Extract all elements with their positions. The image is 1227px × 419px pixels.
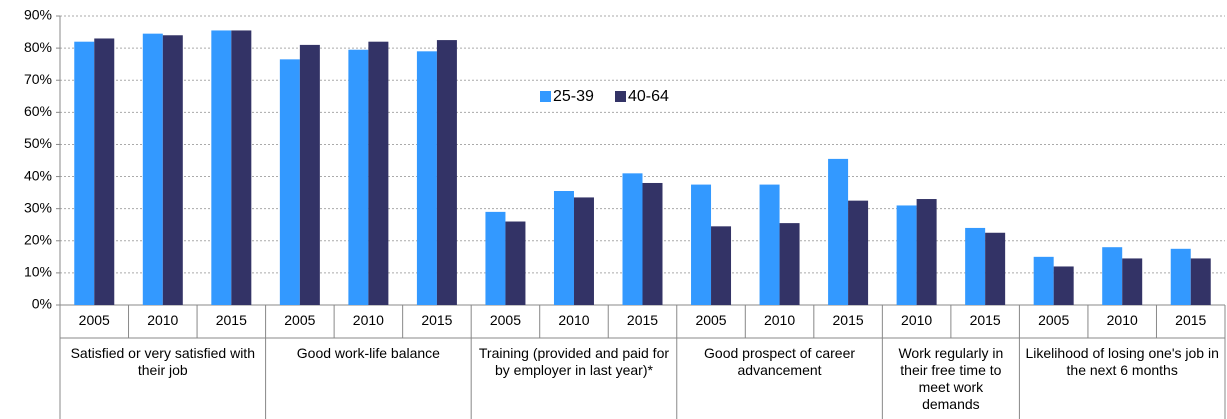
bar [711, 226, 732, 305]
bar [1033, 256, 1054, 305]
bar [74, 41, 95, 305]
y-tick-label: 70% [24, 71, 52, 87]
x-tick-label: 2015 [421, 312, 452, 328]
x-tick-label: 2015 [833, 312, 864, 328]
bar [505, 221, 526, 305]
x-tick-label: 2010 [558, 312, 589, 328]
bar [896, 205, 917, 305]
x-tick-label: 2010 [147, 312, 178, 328]
bar [1102, 247, 1123, 305]
bar [1190, 258, 1211, 305]
x-tick-label: 2015 [627, 312, 658, 328]
legend-swatch [540, 91, 551, 102]
bar [553, 191, 574, 305]
y-tick-label: 0% [32, 296, 52, 312]
group-label: Likelihood of losing one's job in the ne… [1025, 345, 1219, 378]
x-tick-label: 2005 [284, 312, 315, 328]
x-tick-label: 2010 [764, 312, 795, 328]
bar [162, 35, 183, 306]
group-label: Work regularly in their free time to mee… [898, 345, 1004, 412]
legend-label: 40-64 [628, 88, 669, 105]
bar [642, 182, 663, 305]
x-tick-label: 2015 [1175, 312, 1206, 328]
bar [1122, 258, 1143, 305]
bar [573, 197, 594, 305]
bar [759, 184, 780, 305]
bar [436, 40, 457, 305]
y-tick-label: 80% [24, 39, 52, 55]
bar [622, 173, 643, 305]
x-tick-label: 2005 [695, 312, 726, 328]
bar [916, 199, 937, 305]
y-tick-label: 20% [24, 231, 52, 247]
y-tick-label: 40% [24, 167, 52, 183]
bar [1053, 266, 1074, 305]
x-tick-label: 2010 [901, 312, 932, 328]
x-tick-label: 2005 [79, 312, 110, 328]
group-label: Good work-life balance [296, 345, 440, 361]
bar [368, 41, 389, 305]
bar [485, 211, 506, 305]
bar [828, 158, 849, 305]
bar [231, 30, 252, 305]
y-tick-label: 50% [24, 135, 52, 151]
bar [94, 38, 115, 305]
y-tick-label: 10% [24, 264, 52, 280]
group-label: Training (provided and paid for by emplo… [478, 345, 670, 378]
bar [985, 232, 1006, 305]
bar [691, 184, 712, 305]
bar [779, 223, 800, 305]
x-tick-label: 2005 [490, 312, 521, 328]
y-tick-label: 30% [24, 199, 52, 215]
bar [142, 33, 163, 306]
x-tick-label: 2015 [216, 312, 247, 328]
bar [211, 30, 232, 305]
bar [348, 49, 369, 305]
y-tick-label: 60% [24, 103, 52, 119]
bar [848, 200, 869, 305]
legend-label: 25-39 [553, 88, 594, 105]
bar [299, 44, 320, 306]
y-tick-label: 90% [24, 7, 52, 23]
bar [416, 51, 437, 306]
x-tick-label: 2005 [1038, 312, 1069, 328]
group-label: Satisfied or very satisfied with their j… [70, 345, 255, 378]
group-label: Good prospect of career advancement [704, 345, 856, 378]
x-tick-label: 2010 [1107, 312, 1138, 328]
legend-swatch [615, 91, 626, 102]
bar [1170, 248, 1191, 305]
x-tick-label: 2015 [970, 312, 1001, 328]
bar [279, 59, 300, 305]
x-tick-label: 2010 [353, 312, 384, 328]
bar [965, 227, 986, 305]
